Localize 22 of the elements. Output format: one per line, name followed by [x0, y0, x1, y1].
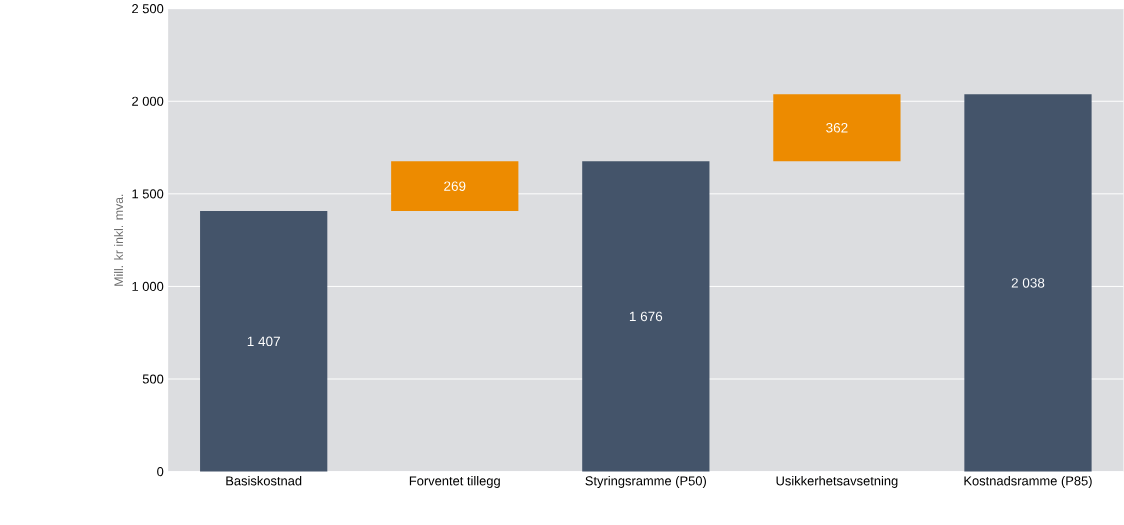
bar — [964, 94, 1092, 472]
bar — [200, 210, 328, 472]
bar — [391, 161, 519, 211]
y-tick-label: 2 000 — [132, 96, 164, 106]
data-label: 1 676 — [629, 311, 663, 322]
data-label: 1 407 — [247, 336, 280, 346]
data-label: 269 — [444, 181, 466, 191]
bar — [582, 161, 710, 472]
y-tick-label: 1 500 — [132, 189, 164, 199]
data-label: 362 — [826, 122, 848, 133]
x-tick-label: Kostnadsramme (P85) — [964, 475, 1092, 488]
y-tick-label: 1 000 — [132, 281, 164, 291]
x-tick-label: Forventet tillegg — [409, 475, 500, 488]
x-tick-label: Styringsramme (P50) — [585, 475, 706, 488]
y-tick-label: 0 — [157, 466, 164, 477]
y-axis-title: Mill. kr inkl. mva. — [114, 194, 124, 286]
x-tick-label: Basiskostnad — [226, 475, 302, 486]
bar — [773, 94, 901, 162]
x-tick-label: Usikkerhetsavsetning — [776, 475, 898, 488]
data-label: 2 038 — [1011, 277, 1045, 288]
y-tick-label: 500 — [142, 374, 164, 384]
y-tick-label: 2 500 — [132, 3, 164, 14]
